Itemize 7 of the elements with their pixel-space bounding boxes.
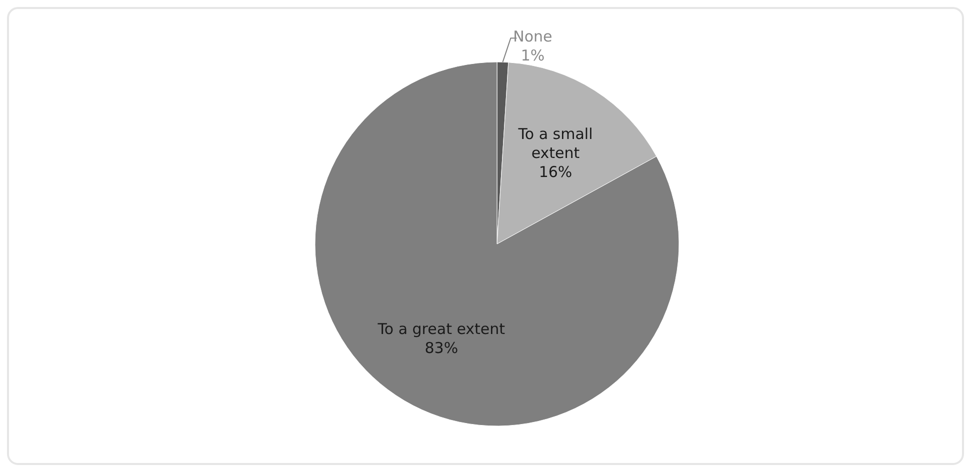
slice-label: To a great extent	[376, 320, 506, 338]
slice-label: To a small extent	[517, 125, 593, 162]
slice-label: None	[513, 27, 552, 46]
data-label: 16%	[538, 163, 572, 182]
data-label: 1%	[520, 46, 545, 64]
data-label: 83%	[424, 339, 458, 358]
pie-slice	[314, 62, 680, 426]
